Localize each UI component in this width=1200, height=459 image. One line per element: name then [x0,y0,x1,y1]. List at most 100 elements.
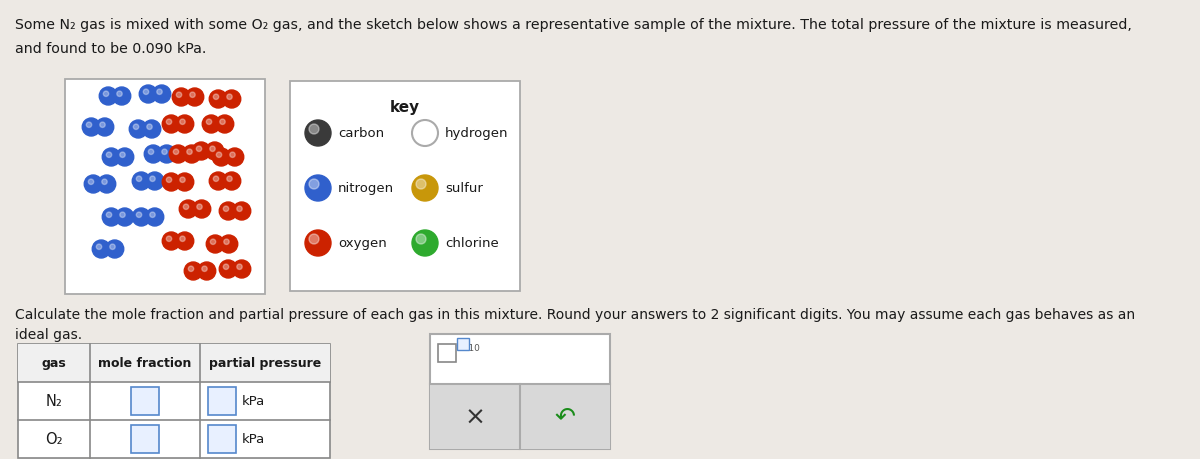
Circle shape [233,260,251,279]
Circle shape [96,119,114,137]
Circle shape [115,208,133,226]
Text: ×: × [464,405,486,429]
Text: Calculate the mole fraction and partial pressure of each gas in this mixture. Ro: Calculate the mole fraction and partial … [14,308,1135,321]
Circle shape [173,150,179,155]
Circle shape [223,173,241,190]
Circle shape [150,213,155,218]
Circle shape [175,233,193,251]
Circle shape [192,143,210,161]
Text: key: key [390,100,420,115]
Circle shape [102,179,107,185]
Circle shape [180,178,185,183]
Circle shape [180,236,185,242]
Text: hydrogen: hydrogen [445,127,509,140]
Circle shape [220,202,238,220]
Circle shape [150,177,155,182]
Circle shape [227,95,233,100]
Circle shape [233,202,251,220]
Circle shape [86,123,91,128]
Bar [457,338,469,350]
Text: Some N₂ gas is mixed with some O₂ gas, and the sketch below shows a representati: Some N₂ gas is mixed with some O₂ gas, a… [14,18,1132,32]
Circle shape [145,208,163,226]
Circle shape [209,91,227,109]
Bar [208,387,236,415]
Text: ideal gas.: ideal gas. [14,327,82,341]
Circle shape [102,208,120,226]
Circle shape [107,153,112,158]
Circle shape [236,264,242,270]
Circle shape [120,213,125,218]
Circle shape [162,174,180,191]
Text: x10: x10 [464,343,481,352]
Circle shape [305,230,331,257]
Circle shape [162,150,167,155]
Circle shape [412,121,438,147]
Circle shape [184,205,188,210]
Circle shape [412,230,438,257]
Circle shape [143,121,161,139]
Circle shape [137,177,142,182]
Circle shape [220,235,238,253]
Text: partial pressure: partial pressure [209,357,322,369]
Circle shape [216,153,222,158]
Circle shape [230,153,235,158]
Bar [18,344,330,458]
Circle shape [210,147,215,152]
Circle shape [416,235,426,245]
Circle shape [110,245,115,250]
Circle shape [223,207,229,212]
Text: kPa: kPa [242,432,265,446]
Circle shape [227,177,233,182]
Circle shape [176,93,181,98]
Circle shape [120,153,125,158]
Circle shape [139,86,157,104]
Circle shape [205,143,223,161]
Circle shape [167,236,172,242]
Circle shape [169,146,187,164]
Text: oxygen: oxygen [338,237,386,250]
Circle shape [145,173,163,190]
Circle shape [116,92,122,97]
Bar [430,334,610,449]
Circle shape [210,240,216,245]
Circle shape [182,146,200,164]
Circle shape [305,121,331,147]
Circle shape [130,121,148,139]
Circle shape [175,116,193,134]
Circle shape [97,176,115,194]
Circle shape [305,176,331,202]
Text: sulfur: sulfur [445,182,482,195]
Circle shape [197,205,202,210]
Circle shape [89,179,94,185]
Bar [438,344,456,362]
Text: carbon: carbon [338,127,384,140]
Circle shape [157,146,175,164]
Circle shape [115,149,133,167]
Circle shape [167,178,172,183]
Circle shape [107,213,112,218]
Bar [131,425,158,453]
Circle shape [206,120,211,125]
Circle shape [162,233,180,251]
Circle shape [106,241,124,258]
Circle shape [83,119,101,137]
Bar [430,384,610,449]
Text: ↶: ↶ [554,405,576,429]
Circle shape [190,93,196,98]
Circle shape [100,123,106,128]
Circle shape [187,150,192,155]
Text: chlorine: chlorine [445,237,499,250]
Text: nitrogen: nitrogen [338,182,394,195]
Circle shape [193,201,211,218]
Circle shape [157,90,162,95]
Circle shape [188,267,193,272]
Circle shape [132,173,150,190]
Circle shape [167,120,172,125]
Circle shape [220,260,238,279]
Circle shape [223,91,241,109]
Circle shape [102,149,120,167]
Text: gas: gas [42,357,66,369]
Circle shape [223,264,229,270]
Circle shape [84,176,102,194]
Circle shape [202,267,208,272]
